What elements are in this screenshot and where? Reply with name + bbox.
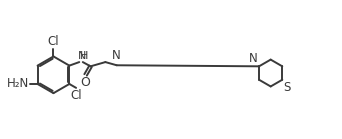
Text: N: N <box>112 49 121 62</box>
Text: O: O <box>80 76 90 89</box>
Text: Cl: Cl <box>70 89 82 102</box>
Text: N: N <box>78 51 86 61</box>
Text: Cl: Cl <box>48 35 59 48</box>
Text: H₂N: H₂N <box>6 77 29 90</box>
Text: H: H <box>80 51 89 61</box>
Text: S: S <box>284 81 291 94</box>
Text: N: N <box>249 52 258 65</box>
